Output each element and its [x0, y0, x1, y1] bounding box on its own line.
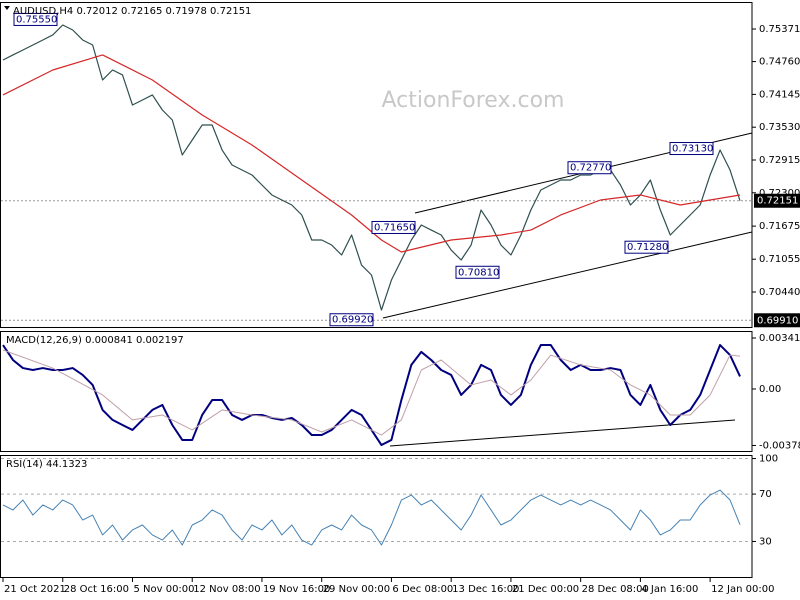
annotation-box: [455, 265, 500, 279]
channel-lower: [382, 231, 753, 319]
y-tick-label: 70: [759, 489, 772, 500]
x-tick-label: 19 Nov 16:00: [263, 584, 330, 595]
y-tick-label: 0.72915: [759, 155, 800, 166]
price-label-box: [754, 313, 800, 328]
y-tick-label: 30: [759, 536, 772, 547]
annotation-label: 0.71280: [627, 242, 668, 253]
x-tick-label: 21 Oct 2021: [4, 584, 66, 595]
annotation-label: 0.72770: [570, 163, 611, 174]
y-tick-label: 0.74760: [759, 57, 800, 68]
price-label: 0.69910: [757, 315, 798, 326]
annotation-label: 0.69920: [332, 315, 373, 326]
x-tick-label: 29 Nov 00:00: [323, 584, 390, 595]
annotation-label: 0.70810: [458, 267, 499, 278]
y-tick-label: 0.75371: [759, 24, 800, 35]
annotation-label: 0.71650: [374, 222, 415, 233]
y-tick-label: 0.71675: [759, 221, 800, 232]
annotation-box: [624, 240, 669, 254]
panel-title: AUDUSD,H4 0.72012 0.72165 0.71978 0.7215…: [13, 6, 251, 17]
panel-title: RSI(14) 44.1323: [6, 459, 87, 470]
x-tick-label: 21 Dec 00:00: [512, 584, 579, 595]
annotation-label: 0.75550: [16, 14, 57, 25]
series-line: [2, 54, 741, 253]
y-tick-label: -0.00378: [759, 440, 800, 451]
price-label: 0.72151: [757, 196, 798, 207]
series-line: [2, 489, 741, 546]
annotation-box: [13, 12, 58, 26]
y-tick-label: 0.72300: [759, 188, 800, 199]
series-line: [2, 24, 741, 311]
panel-title: MACD(12,26,9) 0.000841 0.002197: [6, 335, 184, 346]
panel-frame: [0, 2, 753, 328]
panel-frame: [0, 331, 753, 452]
y-tick-label: 0.71055: [759, 254, 800, 265]
watermark: ActionForex.com: [382, 88, 565, 113]
x-tick-label: 13 Dec 16:00: [452, 584, 519, 595]
y-tick-label: 0.003412: [759, 333, 800, 344]
y-tick-label: 0.73530: [759, 122, 800, 133]
y-tick-label: 0.74145: [759, 89, 800, 100]
y-tick-label: 0.70440: [759, 287, 800, 298]
x-tick-label: 12 Jan 00:00: [711, 584, 774, 595]
y-tick-label: 0.00: [759, 384, 781, 395]
x-tick-label: 28 Dec 08:00: [582, 584, 649, 595]
annotation-box: [567, 161, 612, 175]
x-tick-label: 12 Nov 08:00: [193, 584, 260, 595]
annotation-box: [669, 142, 714, 156]
annotation-box: [329, 313, 374, 327]
annotation-box: [371, 220, 416, 234]
x-tick-label: 5 Nov 00:00: [133, 584, 194, 595]
price-label-box: [754, 193, 800, 208]
x-tick-label: 4 Jan 16:00: [641, 584, 698, 595]
x-tick-label: 28 Oct 16:00: [64, 584, 129, 595]
y-tick-label: 100: [759, 454, 778, 465]
x-tick-label: 6 Dec 08:00: [392, 584, 453, 595]
series-line: [2, 349, 741, 436]
panel-frame: [0, 455, 753, 578]
macd-trendline: [389, 419, 736, 447]
annotation-label: 0.73130: [672, 144, 713, 155]
menu-icon: [4, 6, 10, 10]
